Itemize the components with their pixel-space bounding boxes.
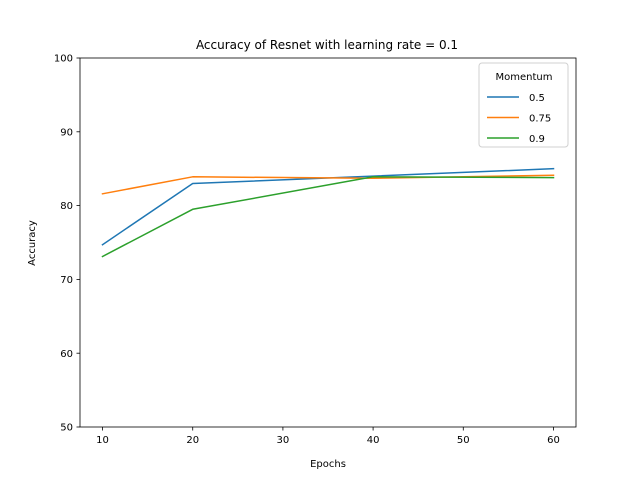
x-tick-label: 50 [457,435,470,446]
y-tick-label: 100 [54,54,73,65]
plot-area: 10 20 30 40 50 60 50 60 70 80 90 100 [54,54,577,446]
y-tick-label: 90 [60,127,73,138]
chart-title: Accuracy of Resnet with learning rate = … [196,38,458,52]
legend-items: 0.5 0.75 0.9 [487,93,551,145]
y-tick-label: 50 [60,423,73,434]
legend-label-1: 0.5 [529,93,545,104]
x-tick-label: 40 [367,435,380,446]
x-tick-label: 20 [186,435,199,446]
x-axis-label: Epochs [310,459,346,470]
axes-frame [79,57,577,428]
y-tick-label: 70 [60,275,73,286]
x-tick-label: 60 [547,435,560,446]
x-tick-label: 30 [277,435,290,446]
legend-box [478,62,569,148]
y-tick-label: 60 [60,349,73,360]
legend-label-2: 0.75 [529,114,551,125]
legend-title: Momentum [496,72,553,83]
y-axis-label: Accuracy [27,220,38,266]
legend: Momentum 0.5 0.75 0.9 [478,62,569,148]
series-line-1 [101,167,555,246]
series-line-3 [101,176,555,258]
legend-label-3: 0.9 [529,134,545,145]
y-tick-label: 80 [60,201,73,212]
x-tick-label: 10 [96,435,109,446]
